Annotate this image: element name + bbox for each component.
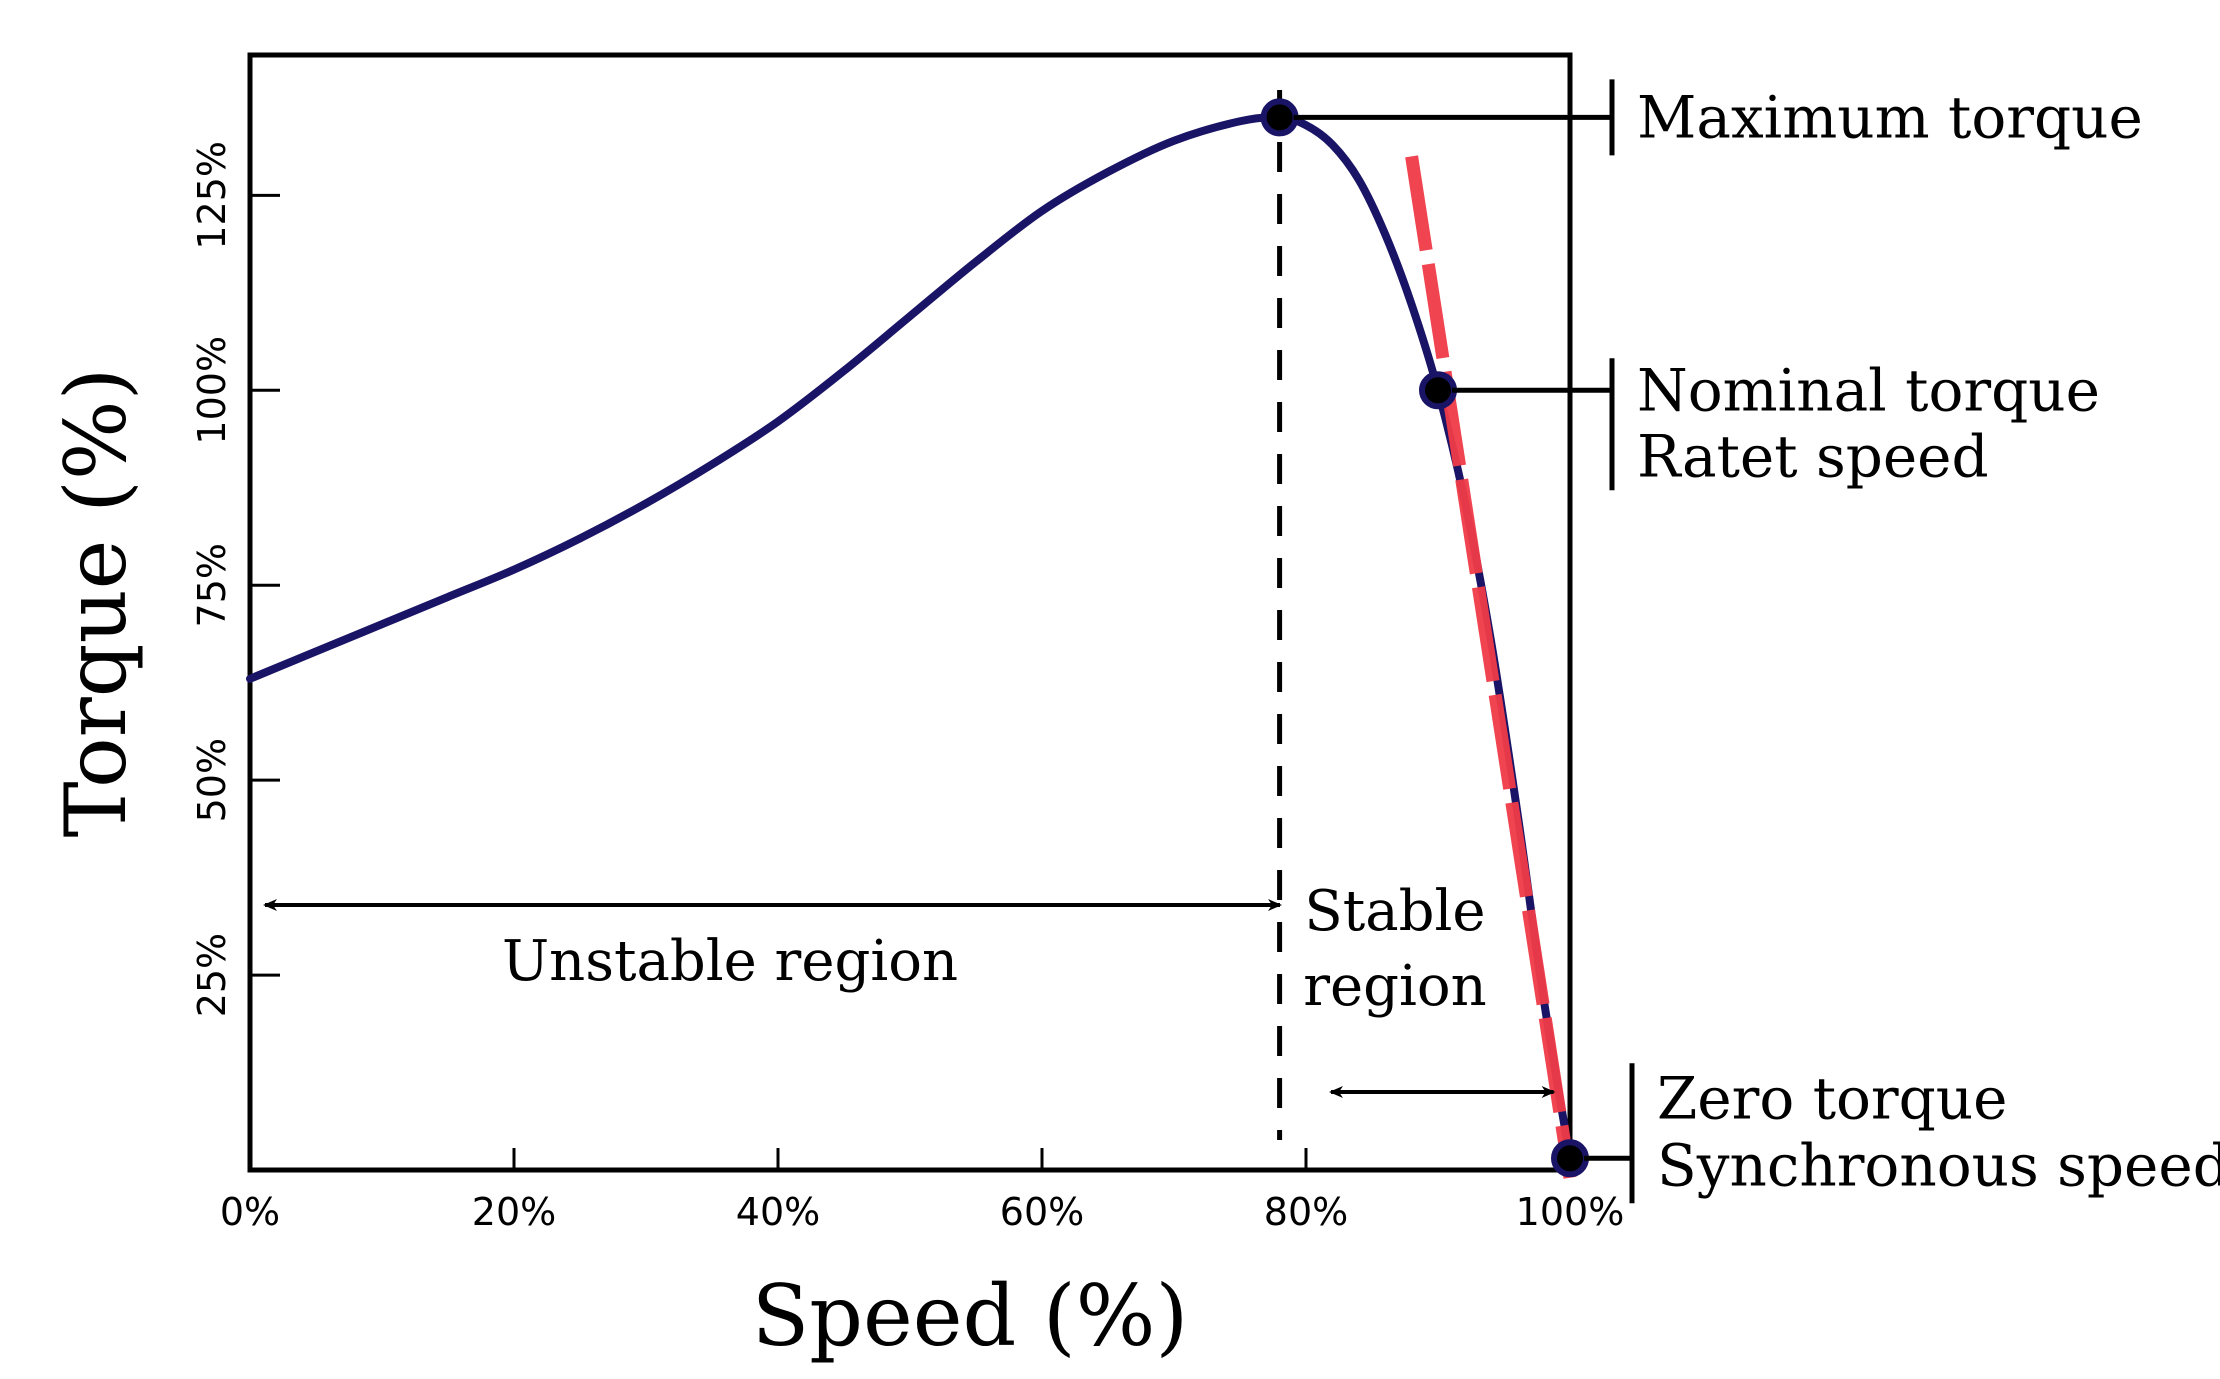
x-tick-label-0: 0% — [220, 1190, 280, 1234]
annotation-text-2-0: Zero torque — [1657, 1064, 2007, 1132]
stable-region-label-0: Stable — [1304, 879, 1485, 944]
unstable-region-label: Unstable region — [502, 929, 958, 994]
annotation-text-0-0: Maximum torque — [1637, 83, 2143, 151]
x-tick-label-60: 60% — [1000, 1190, 1084, 1234]
y-tick-label-100: 100% — [190, 336, 234, 445]
torque-speed-curve — [246, 113, 1574, 1163]
y-tick-label-75: 75% — [190, 543, 234, 627]
annotation-text-1-0: Nominal torque — [1637, 356, 2100, 424]
x-tick-label-100: 100% — [1516, 1190, 1625, 1234]
annotation-text-2-1: Synchronous speed — [1657, 1131, 2220, 1199]
point-marker-0 — [1260, 98, 1299, 137]
x-tick-label-20: 20% — [472, 1190, 556, 1234]
y-axis-title: Torque (%) — [47, 368, 145, 838]
stable-region-label-1: region — [1303, 954, 1486, 1019]
x-tick-label-40: 40% — [736, 1190, 820, 1234]
y-tick-label-25: 25% — [190, 933, 234, 1017]
y-tick-label-125: 125% — [190, 141, 234, 250]
annotation-text-1-1: Ratet speed — [1637, 422, 1989, 490]
plot-frame — [247, 52, 1573, 1173]
point-marker-2 — [1551, 1139, 1589, 1178]
x-tick-label-80: 80% — [1264, 1190, 1348, 1234]
point-marker-1 — [1419, 371, 1457, 410]
x-axis-title: Speed (%) — [752, 1267, 1189, 1365]
tangent-line — [1405, 155, 1577, 1179]
y-tick-label-50: 50% — [190, 738, 234, 822]
